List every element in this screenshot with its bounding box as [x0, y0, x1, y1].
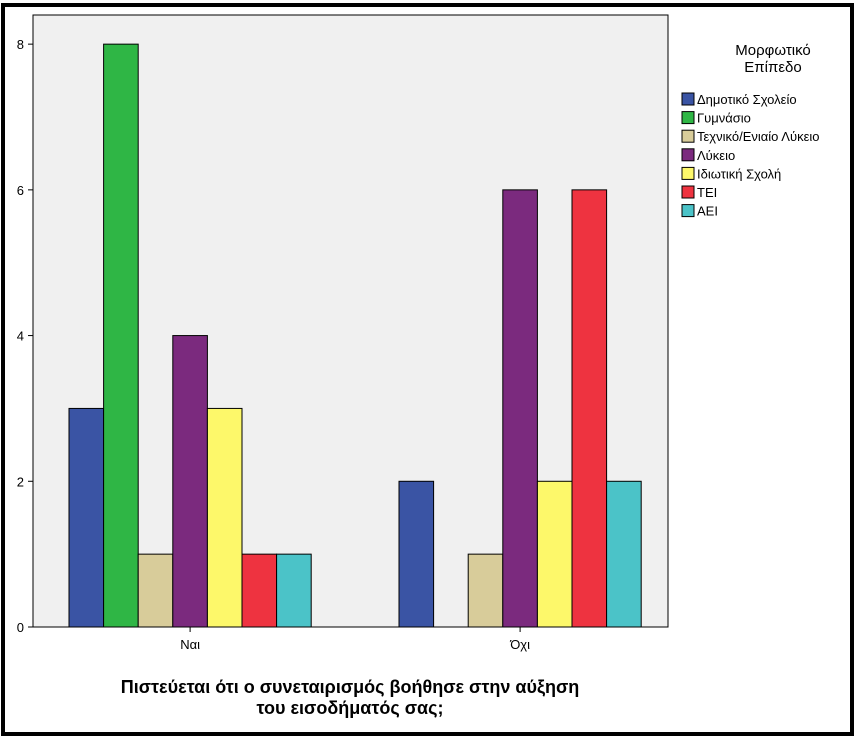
bar: [606, 480, 642, 628]
bar-chart: 0 2 4 6 8 Ναι Όχι Πιστεύεται ότι ο συνεταιρισ…: [17, 14, 820, 718]
x-axis-title: Πιστεύεται ότι ο συνεταιρισμός βοήθησε σ…: [121, 677, 580, 698]
legend-swatch: [681, 204, 695, 218]
bar: [536, 480, 573, 628]
legend-swatch: [681, 92, 695, 106]
legend-label: Τεχνικό/Ενιαίο Λύκειο: [697, 129, 820, 144]
y-tick-label: 2: [17, 474, 24, 489]
bar: [276, 553, 312, 628]
legend-label: Ιδιωτική Σχολή: [697, 166, 781, 181]
y-tick-label: 0: [17, 620, 24, 635]
x-tick-label: Ναι: [180, 637, 200, 652]
legend-swatch: [681, 185, 695, 199]
bar: [241, 553, 278, 628]
bar: [68, 407, 105, 628]
bar: [571, 189, 608, 628]
bar: [502, 189, 538, 628]
chart-frame: 0 2 4 6 8 Ναι Όχι Πιστεύεται ότι ο συνεταιρισ…: [1, 3, 854, 736]
x-tick-label: Όχι: [509, 637, 530, 652]
bar: [467, 553, 504, 628]
bar: [206, 407, 243, 628]
y-tick-label: 6: [17, 183, 24, 198]
bar: [137, 553, 174, 628]
legend-swatch: [681, 148, 695, 162]
legend-title: Επίπεδο: [744, 59, 801, 76]
legend-swatch: [681, 166, 695, 180]
bar: [398, 480, 435, 628]
legend-label: Λύκειο: [697, 148, 735, 163]
legend-swatch: [681, 129, 695, 143]
legend-label: ΤΕΙ: [697, 185, 717, 200]
bar: [172, 335, 208, 628]
bar: [103, 43, 139, 628]
legend-title: Μορφωτικό: [735, 42, 811, 59]
legend-label: Γυμνάσιο: [697, 111, 751, 126]
legend-label: Δημοτικό Σχολείο: [697, 92, 797, 107]
y-tick-label: 8: [17, 37, 24, 52]
legend-swatch: [681, 111, 695, 125]
y-tick-label: 4: [17, 329, 24, 344]
legend-label: ΑΕΙ: [697, 204, 718, 219]
x-axis-title: του εισοδήματός σας;: [257, 698, 444, 718]
